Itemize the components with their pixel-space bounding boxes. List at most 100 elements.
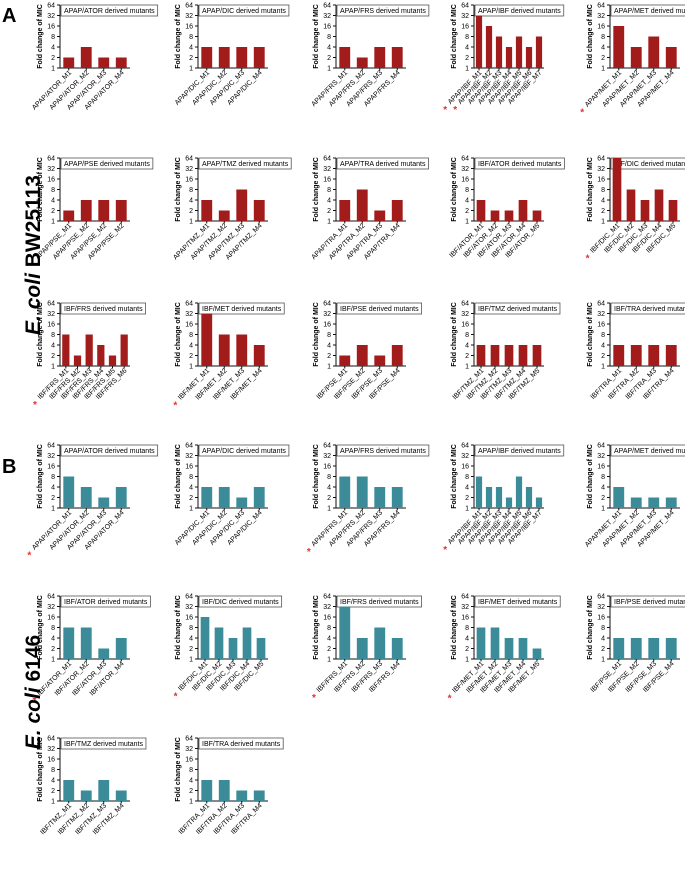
bar <box>665 638 677 659</box>
title-box <box>336 302 422 315</box>
title-box <box>198 444 290 457</box>
title-box <box>336 4 430 17</box>
bar <box>80 487 92 508</box>
y-tick-label: 2 <box>601 208 605 215</box>
y-tick-label: 64 <box>47 156 55 163</box>
bar <box>665 497 677 508</box>
bar <box>356 345 368 366</box>
significance-star: * <box>33 696 37 707</box>
chart-title: APAP/DIC derived mutants <box>202 8 286 15</box>
y-tick-label: 16 <box>597 24 605 31</box>
bar <box>518 345 528 366</box>
y-axis-label: Fold change of MIC <box>37 302 44 367</box>
bar <box>504 345 514 366</box>
y-tick-label: 2 <box>189 55 193 62</box>
significance-star: * <box>453 105 457 116</box>
bar <box>535 36 543 68</box>
y-tick-label: 16 <box>323 464 331 471</box>
y-tick-label: 1 <box>327 657 331 664</box>
y-axis-label: Fold change of MIC <box>587 302 594 367</box>
y-tick-label: 16 <box>597 464 605 471</box>
y-tick-label: 16 <box>461 177 469 184</box>
bar <box>63 210 75 221</box>
y-tick-label: 8 <box>189 34 193 41</box>
bar <box>236 790 248 801</box>
y-tick-label: 32 <box>597 604 605 611</box>
bar <box>490 345 500 366</box>
bar <box>640 200 650 221</box>
y-axis-label: Fold change of MIC <box>37 737 44 802</box>
y-tick-label: 8 <box>51 187 55 194</box>
y-tick-label: 4 <box>189 198 193 205</box>
y-tick-label: 2 <box>465 353 469 360</box>
bar <box>648 638 660 659</box>
title-box <box>198 737 284 750</box>
y-tick-label: 32 <box>597 311 605 318</box>
y-axis-label: Fold change of MIC <box>313 595 320 660</box>
y-axis-label: Fold change of MIC <box>451 444 458 509</box>
chart-title: APAP/MET derived mutants <box>614 8 685 15</box>
y-tick-label: 8 <box>465 187 469 194</box>
title-box <box>610 302 685 315</box>
y-tick-label: 8 <box>51 767 55 774</box>
y-axis-label: Fold change of MIC <box>587 444 594 509</box>
bar <box>476 200 486 221</box>
bar <box>630 345 642 366</box>
y-tick-label: 4 <box>601 45 605 52</box>
bar <box>80 200 92 221</box>
bar <box>374 210 386 221</box>
title-box <box>610 444 685 457</box>
panel-letter-A: A <box>2 5 16 27</box>
bar <box>391 47 403 68</box>
y-tick-label: 4 <box>51 485 55 492</box>
bar <box>374 47 386 68</box>
panel-letter-B: B <box>2 456 16 478</box>
bar <box>80 627 92 659</box>
bar <box>374 355 386 366</box>
bar <box>73 355 82 366</box>
y-tick-label: 16 <box>185 757 193 764</box>
y-tick-label: 64 <box>461 156 469 163</box>
y-tick-label: 64 <box>185 156 193 163</box>
significance-star: * <box>174 691 178 702</box>
significance-star: * <box>27 550 31 561</box>
y-tick-label: 1 <box>189 364 193 371</box>
bar <box>505 47 513 68</box>
y-tick-label: 16 <box>185 177 193 184</box>
bar <box>485 487 493 508</box>
y-tick-label: 32 <box>185 604 193 611</box>
chart-title: IBF/MET derived mutants <box>478 599 558 606</box>
y-tick-label: 2 <box>51 353 55 360</box>
chart-title: APAP/TMZ derived mutants <box>202 161 289 168</box>
y-tick-label: 32 <box>47 13 55 20</box>
y-axis-label: Fold change of MIC <box>313 302 320 367</box>
y-tick-label: 2 <box>51 55 55 62</box>
y-axis-label: Fold change of MIC <box>313 4 320 69</box>
bar <box>236 189 248 221</box>
bar <box>253 345 265 366</box>
chart-title: APAP/ATOR derived mutants <box>64 448 155 455</box>
chart-title: APAP/IBF derived mutants <box>478 8 561 15</box>
chart-title: APAP/TRA derived mutants <box>340 161 426 168</box>
bar <box>98 57 110 68</box>
y-tick-label: 8 <box>465 625 469 632</box>
y-tick-label: 64 <box>47 301 55 308</box>
y-tick-label: 8 <box>189 625 193 632</box>
bar <box>612 158 622 221</box>
bar <box>490 627 500 659</box>
y-tick-label: 1 <box>601 364 605 371</box>
y-tick-label: 2 <box>189 788 193 795</box>
y-tick-label: 32 <box>47 604 55 611</box>
bar <box>339 47 351 68</box>
y-tick-label: 4 <box>327 636 331 643</box>
bar <box>485 26 493 68</box>
y-tick-label: 8 <box>189 332 193 339</box>
y-tick-label: 8 <box>327 187 331 194</box>
y-tick-label: 8 <box>327 474 331 481</box>
bar <box>391 200 403 221</box>
